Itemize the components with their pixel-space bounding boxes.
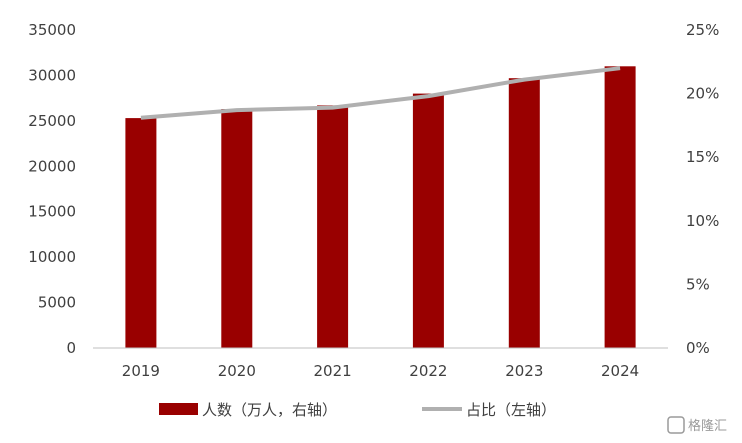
left-axis-tick: 30000 <box>28 66 76 84</box>
line-share <box>140 66 621 120</box>
left-axis-tick: 10000 <box>28 248 76 266</box>
right-axis-tick: 5% <box>686 275 710 293</box>
x-axis-tick: 2024 <box>601 362 639 380</box>
bar-2024 <box>604 66 636 349</box>
bar-2019 <box>125 118 157 348</box>
left-axis-tick: 0 <box>66 339 76 357</box>
legend-label-line: 占比（左轴） <box>466 401 556 419</box>
x-axis-tick: 2019 <box>122 362 160 380</box>
left-axis-tick: 20000 <box>28 157 76 175</box>
bar-2023 <box>508 78 540 348</box>
right-axis-ticks: 0% 5% 10% 15% 20% 25% <box>686 21 719 357</box>
x-axis-tick: 2022 <box>409 362 447 380</box>
line-series <box>140 66 621 120</box>
left-axis-ticks: 0 5000 10000 15000 20000 25000 30000 35000 <box>28 21 76 357</box>
left-axis-tick: 5000 <box>38 294 76 312</box>
gelonghui-logo-icon <box>667 416 685 434</box>
x-axis-ticks: 2019 2020 2021 2022 2023 2024 <box>122 362 639 380</box>
bar-2022 <box>412 93 444 348</box>
legend: 人数（万人，右轴） 占比（左轴） <box>159 401 556 419</box>
right-axis-tick: 25% <box>686 21 719 39</box>
legend-label-bar: 人数（万人，右轴） <box>202 401 337 419</box>
bar-2020 <box>221 109 253 348</box>
watermark-text: 格隆汇 <box>688 418 727 434</box>
x-axis-tick: 2020 <box>218 362 256 380</box>
right-axis-tick: 10% <box>686 212 719 230</box>
right-axis-tick: 0% <box>686 339 710 357</box>
left-axis-tick: 35000 <box>28 21 76 39</box>
x-axis-tick: 2023 <box>505 362 543 380</box>
left-axis-tick: 15000 <box>28 203 76 221</box>
right-axis-tick: 20% <box>686 85 719 103</box>
left-axis-tick: 25000 <box>28 112 76 130</box>
bar-2021 <box>317 105 349 349</box>
bar-series <box>125 66 636 349</box>
watermark: 格隆汇 <box>667 416 727 434</box>
x-axis-tick: 2021 <box>314 362 352 380</box>
right-axis-tick: 15% <box>686 148 719 166</box>
legend-swatch-bar <box>159 403 198 415</box>
